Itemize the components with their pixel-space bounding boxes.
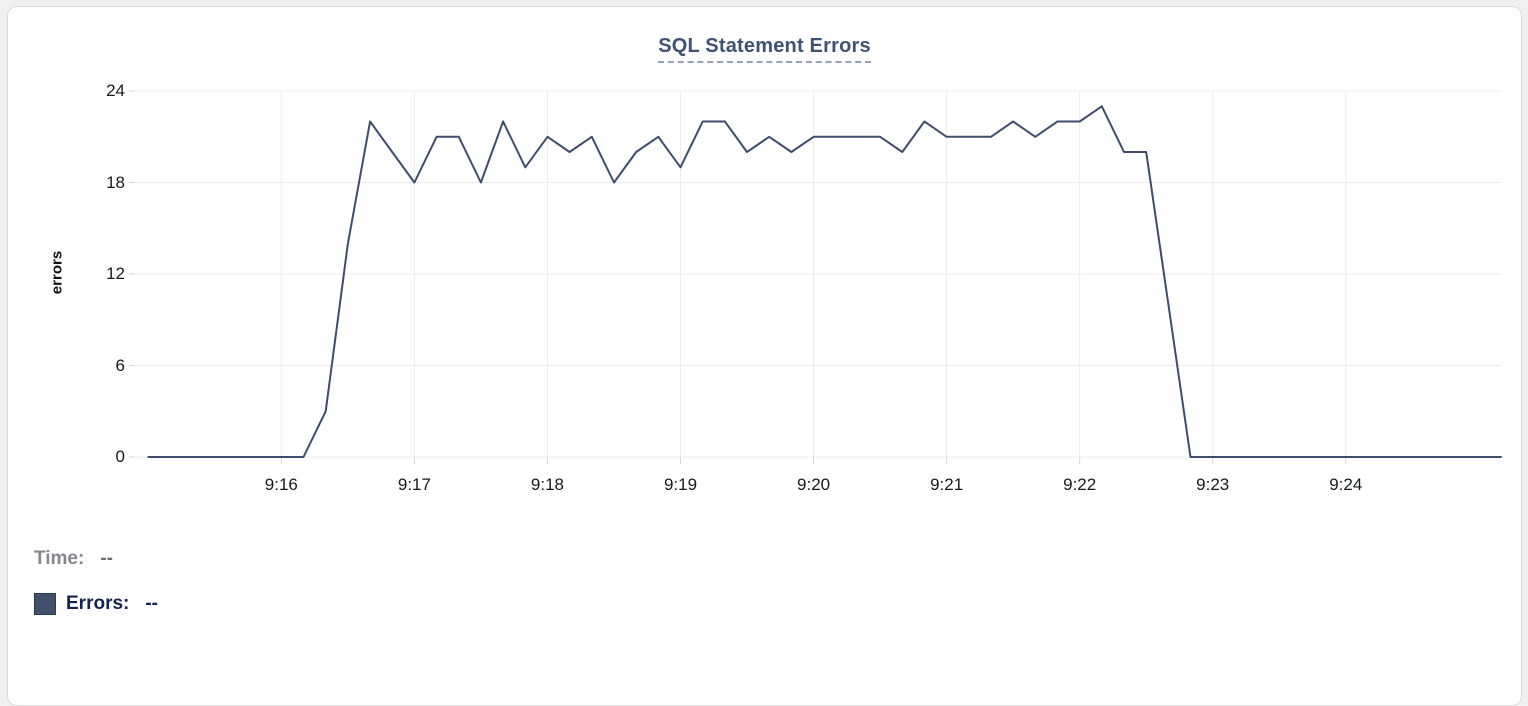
legend-time-label: Time: xyxy=(34,548,84,570)
x-tick-label: 9:21 xyxy=(917,475,977,495)
legend-time-row: Time: -- xyxy=(34,547,158,571)
y-tick-label: 6 xyxy=(81,356,125,376)
y-tick-label: 24 xyxy=(81,81,125,101)
y-tick-label: 12 xyxy=(81,264,125,284)
legend-errors-label: Errors: xyxy=(66,593,129,615)
x-tick-label: 9:16 xyxy=(251,475,311,495)
x-tick-label: 9:19 xyxy=(651,475,711,495)
x-tick-label: 9:22 xyxy=(1050,475,1110,495)
legend-errors-value: -- xyxy=(145,593,158,615)
x-tick-label: 9:24 xyxy=(1316,475,1376,495)
x-tick-label: 9:20 xyxy=(784,475,844,495)
legend-time-value: -- xyxy=(100,548,113,570)
hover-legend: Time: -- Errors: -- xyxy=(34,547,158,616)
x-tick-label: 9:23 xyxy=(1183,475,1243,495)
legend-errors-row: Errors: -- xyxy=(34,592,158,616)
errors-series-swatch xyxy=(34,593,56,615)
errors-series-line xyxy=(148,106,1501,457)
y-tick-label: 18 xyxy=(81,173,125,193)
chart-canvas xyxy=(8,7,1528,659)
x-tick-label: 9:17 xyxy=(384,475,444,495)
y-tick-label: 0 xyxy=(81,447,125,467)
x-tick-label: 9:18 xyxy=(517,475,577,495)
